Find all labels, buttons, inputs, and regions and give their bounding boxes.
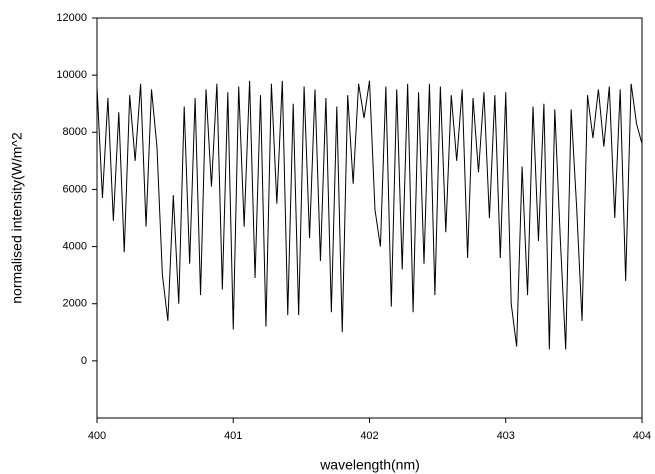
x-tick-label: 400 (88, 430, 106, 442)
y-tick-label: 2000 (63, 298, 87, 310)
x-tick-label: 403 (497, 430, 515, 442)
x-axis-label: wavelength(nm) (319, 457, 420, 473)
y-axis-label: normalised intensity(W/m^2 (9, 132, 25, 304)
plot-frame (96, 17, 643, 419)
spectrum-line (96, 80, 643, 350)
x-tick-label: 401 (224, 430, 242, 442)
y-tick-label: 6000 (63, 183, 87, 195)
x-tick-label: 402 (360, 430, 378, 442)
x-tick-label: 404 (633, 430, 651, 442)
y-tick-label: 12000 (56, 12, 87, 24)
y-tick-label: 0 (81, 355, 87, 367)
y-tick-label: 10000 (56, 69, 87, 81)
y-tick-label: 4000 (63, 240, 87, 252)
y-tick-label: 8000 (63, 126, 87, 138)
